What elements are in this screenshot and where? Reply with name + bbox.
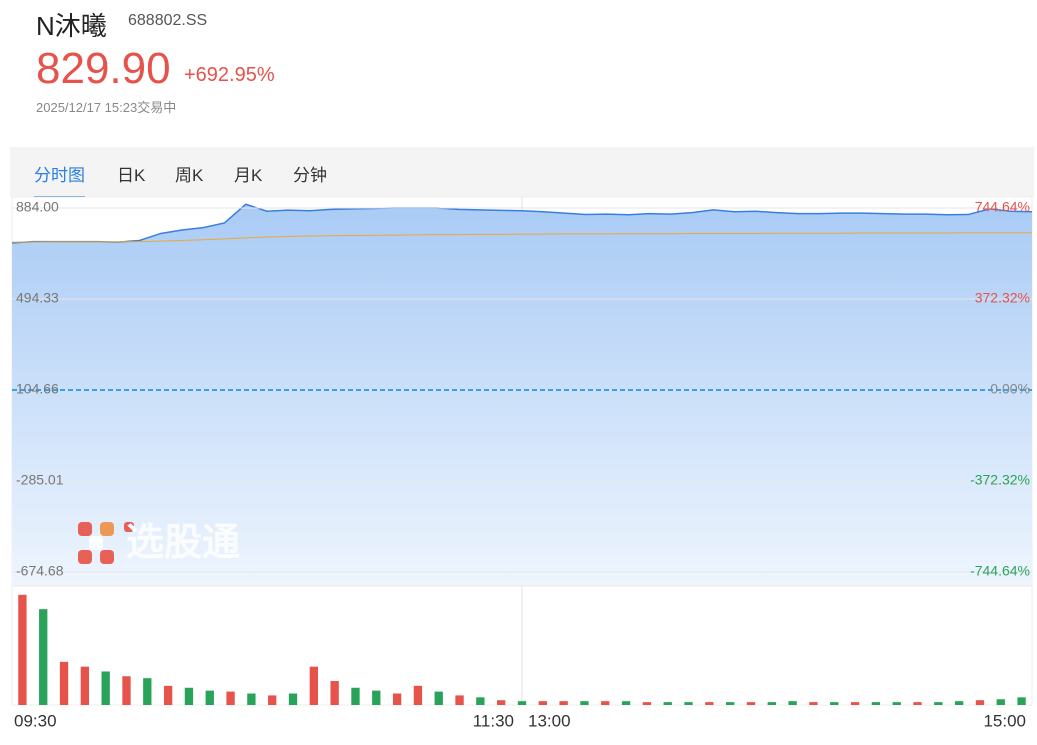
y-tick-label: -674.68 [16, 563, 64, 579]
y2-tick-label: 372.32% [975, 290, 1030, 306]
volume-bar [59, 661, 69, 705]
volume-bar [455, 695, 464, 705]
volume-bar [392, 693, 402, 705]
volume-bar [184, 687, 194, 705]
price: 829.90 [36, 44, 171, 93]
volume-bar [621, 701, 631, 705]
volume-bar [80, 666, 90, 705]
volume-bar [996, 699, 1005, 705]
volume-bar [746, 702, 756, 705]
volume-bar [871, 702, 881, 705]
volume-bar [517, 701, 527, 705]
volume-bar [705, 702, 714, 705]
time: 2025/12/17 15:23交易中 [36, 100, 177, 115]
x-tick-label: 13:00 [528, 711, 571, 730]
volume-bar [809, 702, 818, 705]
tab[interactable]: 分钟 [293, 166, 327, 185]
volume-bar [975, 700, 985, 705]
volume-bar [18, 594, 27, 705]
x-tick-label: 15:00 [983, 711, 1026, 730]
series-line [11, 203, 1033, 244]
volume-bar [954, 701, 964, 705]
volume-bar [934, 702, 943, 705]
volume-bar [101, 671, 110, 705]
volume-bar [913, 702, 922, 705]
volume-bar [559, 701, 568, 705]
x-tick-label: 09:30 [14, 711, 57, 730]
volume-bar [143, 678, 152, 705]
tab[interactable]: 周K [175, 166, 204, 185]
volume-bar [205, 690, 214, 705]
volume-bar [434, 691, 443, 705]
volume-bar [476, 697, 485, 705]
volume-bar [850, 702, 860, 705]
y2-tick-label: -372.32% [970, 472, 1030, 488]
volume-bar [351, 687, 360, 705]
volume-bar [226, 691, 235, 705]
volume-bar [247, 693, 256, 705]
volume-bar [330, 681, 339, 705]
tab[interactable]: 日K [117, 166, 146, 185]
y-tick-label: 884.00 [16, 199, 59, 215]
volume-bar [788, 701, 797, 705]
volume-bar [309, 666, 318, 705]
volume-bar [642, 702, 652, 705]
volume-bar [892, 702, 901, 705]
stock-name: N沐曦 [36, 11, 107, 41]
y-tick-label: 494.33 [16, 290, 59, 306]
stock-code: 688802.SS [128, 12, 208, 29]
series-line [12, 232, 1032, 243]
volume-bar [372, 690, 381, 705]
watermark-text: 选股通 [126, 522, 240, 564]
volume-bar [830, 702, 839, 705]
volume-bar [268, 695, 277, 705]
y2-tick-label: 0.00% [990, 381, 1030, 397]
y2-tick-label: -744.64% [970, 563, 1030, 579]
volume-bar [538, 701, 547, 705]
tab[interactable]: 月K [234, 166, 263, 185]
volume-bar [684, 702, 693, 705]
y-tick-label: 104.66 [16, 381, 59, 397]
volume-bar [163, 685, 173, 705]
volume-bar [1017, 697, 1026, 705]
volume-bar [413, 685, 423, 705]
volume-bar [580, 701, 589, 705]
volume-bar [726, 702, 735, 705]
x-tick-label: 11:30 [473, 711, 514, 730]
tab-bar: 分时图 日K 周K 月K 分钟 [10, 147, 1034, 198]
watermark: 选股通 [78, 522, 240, 564]
volume-bar [288, 693, 298, 705]
volume-bar [497, 700, 506, 705]
y-tick-label: -285.01 [16, 472, 64, 488]
volume-bar [767, 702, 776, 705]
change: +692.95% [184, 64, 275, 86]
volume-bar [663, 702, 672, 705]
y2-tick-label: 744.64% [975, 199, 1030, 215]
volume-bar [601, 701, 610, 705]
volume-bar [39, 609, 48, 705]
volume-bar [122, 676, 131, 705]
